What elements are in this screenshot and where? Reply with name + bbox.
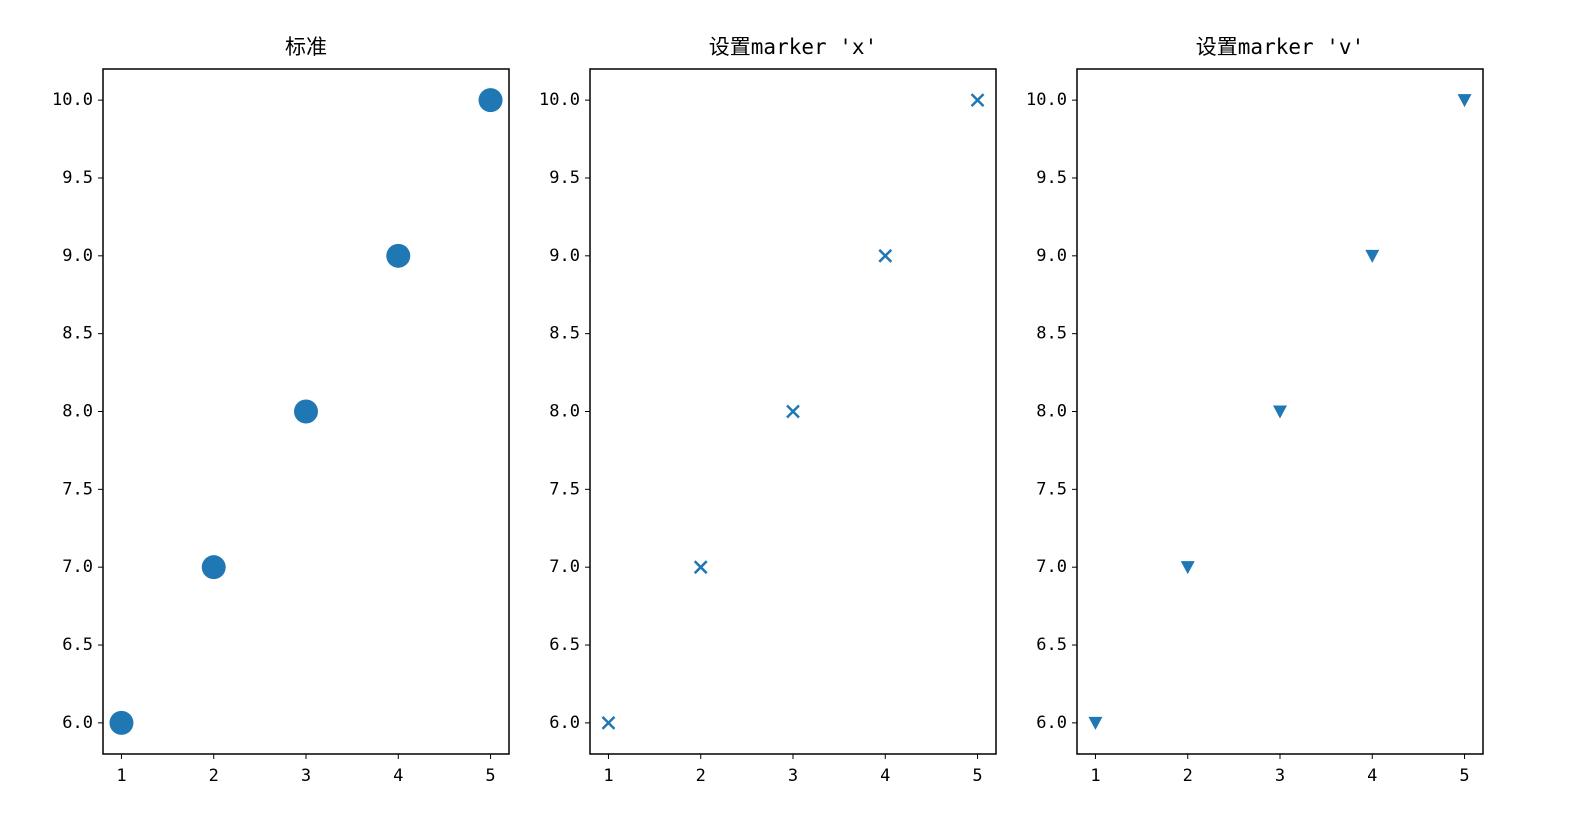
x-tick-label: 5 bbox=[972, 766, 982, 786]
y-tick-label: 8.0 bbox=[549, 402, 580, 422]
point bbox=[109, 710, 134, 735]
y-tick-label: 9.5 bbox=[62, 168, 93, 188]
y-tick-label: 7.5 bbox=[549, 479, 580, 499]
y-tick-label: 6.0 bbox=[549, 713, 580, 733]
y-tick-label: 9.0 bbox=[1036, 246, 1067, 266]
plot-frame bbox=[1076, 68, 1484, 755]
subplot-title: 设置marker 'x' bbox=[709, 35, 877, 59]
x-tick-label: 3 bbox=[301, 766, 311, 786]
y-tick-label: 7.0 bbox=[1036, 557, 1067, 577]
y-tick-label: 6.0 bbox=[1036, 713, 1067, 733]
y-tick-label: 10.0 bbox=[539, 90, 580, 110]
point bbox=[386, 243, 411, 268]
y-tick-label: 8.0 bbox=[1036, 402, 1067, 422]
y-tick-label: 8.0 bbox=[62, 402, 93, 422]
plot-frame bbox=[589, 68, 997, 755]
x-tick-label: 5 bbox=[485, 766, 495, 786]
x-tick-label: 3 bbox=[1275, 766, 1285, 786]
y-tick-label: 9.0 bbox=[549, 246, 580, 266]
x-tick-label: 1 bbox=[1090, 766, 1100, 786]
x-tick-label: 1 bbox=[116, 766, 126, 786]
point bbox=[601, 715, 616, 730]
y-tick-label: 6.5 bbox=[1036, 635, 1067, 655]
y-tick-label: 7.5 bbox=[1036, 479, 1067, 499]
point bbox=[786, 404, 800, 419]
point bbox=[294, 399, 318, 424]
point bbox=[478, 88, 503, 113]
y-tick-label: 7.0 bbox=[549, 557, 580, 577]
x-tick-label: 2 bbox=[1183, 766, 1193, 786]
point bbox=[970, 93, 985, 108]
point bbox=[201, 555, 226, 580]
x-tick-label: 4 bbox=[393, 766, 403, 786]
y-tick-label: 8.5 bbox=[549, 324, 580, 344]
x-tick-label: 3 bbox=[788, 766, 798, 786]
y-tick-label: 9.5 bbox=[1036, 168, 1067, 188]
point bbox=[693, 560, 708, 575]
x-tick-label: 5 bbox=[1459, 766, 1469, 786]
y-tick-label: 6.0 bbox=[62, 713, 93, 733]
y-tick-label: 9.0 bbox=[62, 246, 93, 266]
y-tick-label: 10.0 bbox=[52, 90, 93, 110]
x-tick-label: 2 bbox=[209, 766, 219, 786]
y-tick-label: 10.0 bbox=[1026, 90, 1067, 110]
y-tick-label: 6.5 bbox=[549, 635, 580, 655]
point bbox=[1457, 94, 1472, 108]
y-tick-label: 9.5 bbox=[549, 168, 580, 188]
plot-frame bbox=[102, 68, 510, 755]
point bbox=[1088, 716, 1103, 730]
point bbox=[1180, 561, 1195, 575]
y-tick-label: 6.5 bbox=[62, 635, 93, 655]
subplot-title: 标准 bbox=[285, 35, 327, 59]
subplot-title: 设置marker 'v' bbox=[1196, 35, 1364, 59]
point bbox=[878, 248, 893, 263]
y-tick-label: 8.5 bbox=[1036, 324, 1067, 344]
y-tick-label: 7.0 bbox=[62, 557, 93, 577]
x-tick-label: 1 bbox=[603, 766, 613, 786]
x-tick-label: 4 bbox=[1367, 766, 1377, 786]
y-tick-label: 8.5 bbox=[62, 324, 93, 344]
x-tick-label: 2 bbox=[696, 766, 706, 786]
y-tick-label: 7.5 bbox=[62, 479, 93, 499]
point bbox=[1365, 249, 1380, 263]
point bbox=[1273, 405, 1287, 419]
x-tick-label: 4 bbox=[880, 766, 890, 786]
